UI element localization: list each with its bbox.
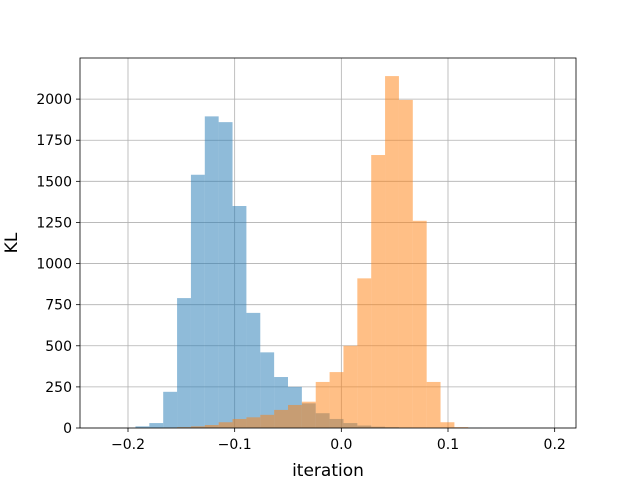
plot-frame <box>79 57 577 429</box>
grid <box>80 58 576 429</box>
histogram-bar <box>260 352 275 428</box>
y-tick-label: 1500 <box>36 174 72 190</box>
histogram-bar <box>232 206 247 428</box>
y-tick-label: 2000 <box>36 92 72 108</box>
histogram-bar <box>385 76 399 428</box>
x-tick-label: 0.1 <box>437 437 459 453</box>
histogram-bar <box>190 426 205 428</box>
x-tick-label: −0.1 <box>218 437 252 453</box>
histogram-bar <box>440 422 455 428</box>
plot-area <box>80 58 576 428</box>
histogram-bar <box>246 417 261 428</box>
histogram-bar <box>135 426 150 428</box>
histogram-bar <box>398 99 413 428</box>
histogram-bar <box>190 174 205 428</box>
axis-ticks: −0.2 −0.1 0.0 0.1 0.2 0 250 500 750 1000 1250 1500 1… <box>36 92 565 453</box>
histogram-bar <box>454 427 469 428</box>
histogram-bar <box>343 345 358 428</box>
histogram-bar <box>260 414 275 428</box>
histogram-bar <box>357 278 372 428</box>
histogram-bar <box>371 155 386 428</box>
x-tick-label: −0.2 <box>111 437 145 453</box>
histogram-bar <box>204 116 219 428</box>
histogram-bar <box>246 312 261 428</box>
y-tick-label: 250 <box>45 380 72 396</box>
y-tick-label: 1000 <box>36 257 72 273</box>
series-2 <box>163 76 469 428</box>
histogram-bar <box>288 404 302 428</box>
histogram-bar <box>412 220 427 428</box>
y-axis-label: KL <box>2 232 22 253</box>
histogram-bar <box>177 427 191 428</box>
histogram-bar <box>274 409 288 428</box>
histogram-bars <box>135 76 483 428</box>
histogram-bar <box>329 372 344 428</box>
histogram-bar <box>315 381 330 428</box>
histogram-bar <box>218 122 233 428</box>
y-tick-label: 1750 <box>36 133 72 149</box>
y-tick-label: 500 <box>45 339 72 355</box>
y-tick-label: 0 <box>63 421 72 437</box>
y-tick-label: 1250 <box>36 215 72 231</box>
histogram-bar <box>204 425 219 428</box>
histogram-bar <box>426 381 441 428</box>
histogram-bar <box>163 391 178 428</box>
x-axis-label: iteration <box>292 461 364 480</box>
histogram-bar <box>177 298 191 428</box>
histogram-bar <box>149 423 164 428</box>
x-tick-label: 0.0 <box>330 437 352 453</box>
histogram-bar <box>301 401 316 428</box>
histogram-bar <box>218 422 233 428</box>
y-tick-label: 750 <box>45 298 72 314</box>
histogram-bar <box>232 418 247 428</box>
x-tick-label: 0.2 <box>544 437 566 453</box>
